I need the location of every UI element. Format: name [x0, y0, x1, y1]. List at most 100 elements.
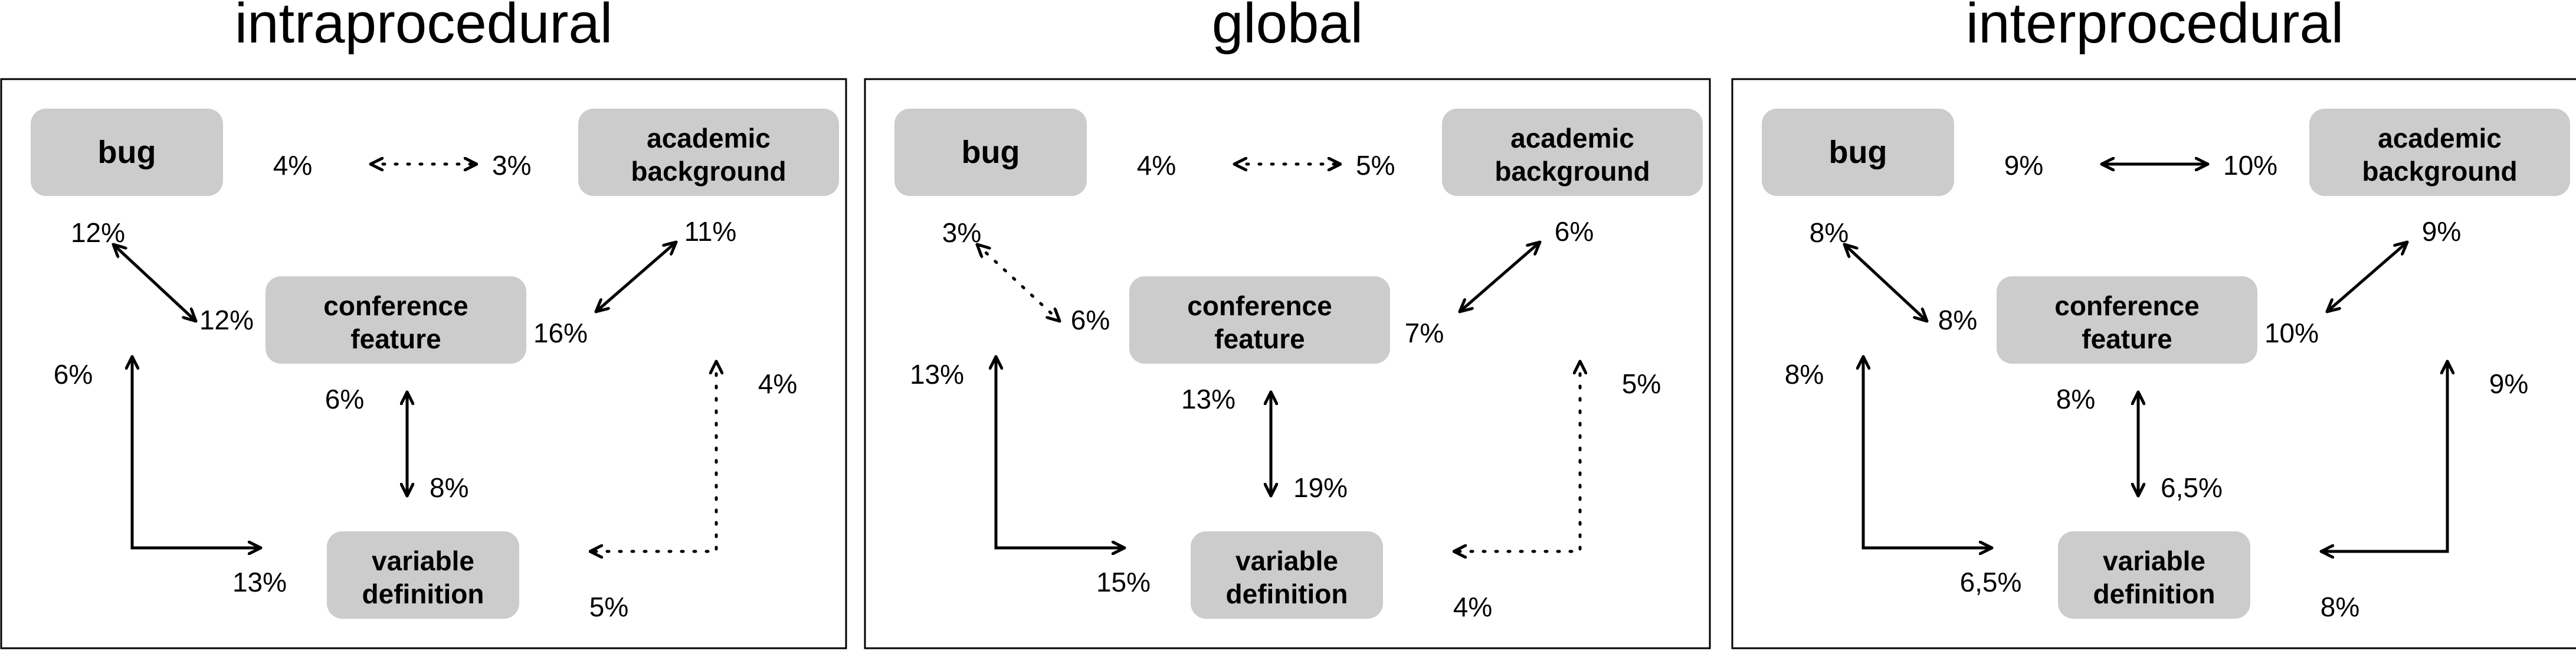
node-bug-box [31, 109, 223, 196]
pct-academic-variable-acad: 9% [2489, 368, 2528, 399]
node-conference-feature-box [1129, 276, 1390, 364]
pct-academic-conference-conf: 10% [2264, 318, 2319, 348]
pct-academic-variable-var: 5% [589, 592, 628, 622]
node-academic-background-box [2309, 109, 2570, 196]
pct-bug-conference-bug: 3% [942, 217, 981, 248]
node-academic-background-box [578, 109, 839, 196]
arrow-academic-variable [2319, 360, 2447, 551]
arrow-academic-variable [588, 360, 716, 551]
pct-bug-academic-left: 4% [1137, 150, 1176, 181]
node-conference-feature-label-line1: conference [1187, 290, 1332, 321]
panel-title: interprocedural [1966, 0, 2344, 55]
pct-bug-academic-right: 10% [2223, 150, 2277, 181]
pct-bug-variable-var: 6,5% [1960, 567, 2022, 597]
node-bug-label: bug [962, 135, 1020, 170]
pct-conference-variable-conf: 8% [2056, 384, 2095, 414]
arrow-bug-variable [132, 355, 263, 548]
pct-bug-variable-bug: 8% [1785, 359, 1824, 390]
node-conference-feature-box [1997, 276, 2257, 364]
pct-bug-academic-left: 4% [273, 150, 312, 181]
node-academic-background-label-line2: background [1495, 156, 1650, 187]
node-conference-feature-box [266, 276, 526, 364]
pct-academic-variable-var: 4% [1453, 592, 1492, 622]
pct-conference-variable-conf: 13% [1181, 384, 1235, 414]
arrow-academic-conference [1458, 240, 1542, 313]
panel-title: global [1212, 0, 1363, 55]
pct-bug-variable-bug: 6% [54, 359, 93, 390]
pct-bug-academic-right: 3% [492, 150, 531, 181]
arrow-academic-conference [2325, 240, 2409, 313]
node-academic-background-label-line2: background [631, 156, 786, 187]
node-bug-label: bug [98, 135, 156, 170]
pct-academic-variable-acad: 4% [758, 368, 797, 399]
arrow-bug-conference [975, 243, 1061, 323]
node-academic-background-label-line1: academic [1510, 123, 1634, 153]
panel-frame [1731, 78, 2576, 649]
node-academic-background-label-line1: academic [2378, 123, 2502, 153]
node-variable-definition-label-line1: variable [1235, 546, 1338, 576]
node-variable-definition-label-line2: definition [1226, 579, 1348, 609]
node-bug: bug [1762, 109, 1954, 196]
panel-frame [0, 78, 847, 649]
pct-academic-conference-acad: 9% [2422, 216, 2461, 247]
pct-academic-conference-conf: 16% [533, 318, 588, 348]
pct-conference-variable-var: 19% [1293, 472, 1348, 503]
pct-bug-conference-bug: 12% [71, 217, 125, 248]
pct-bug-variable-var: 13% [232, 567, 287, 597]
panel-frame [864, 78, 1711, 649]
node-bug: bug [894, 109, 1087, 196]
node-conference-feature-label-line2: feature [350, 324, 441, 354]
pct-bug-variable-bug: 13% [910, 359, 964, 390]
pct-academic-conference-acad: 11% [684, 216, 737, 247]
arrow-bug-conference [112, 243, 198, 323]
node-conference-feature-label-line2: feature [1214, 324, 1305, 354]
arrow-academic-conference [594, 240, 678, 313]
node-variable-definition-label-line2: definition [2093, 579, 2216, 609]
node-conference-feature-label-line1: conference [2054, 290, 2199, 321]
node-variable-definition-box [327, 531, 519, 619]
node-bug-box [1762, 109, 1954, 196]
arrow-bug-conference [1843, 243, 1929, 323]
pct-academic-variable-acad: 5% [1622, 368, 1661, 399]
pct-bug-conference-conf: 12% [199, 305, 254, 335]
panel-title: intraprocedural [235, 0, 612, 55]
pct-bug-academic-left: 9% [2004, 150, 2043, 181]
pct-bug-conference-bug: 8% [1810, 217, 1849, 248]
pct-bug-variable-var: 15% [1096, 567, 1151, 597]
arrow-bug-variable [996, 355, 1126, 548]
pct-bug-academic-right: 5% [1356, 150, 1395, 181]
node-bug-box [894, 109, 1087, 196]
arrow-bug-variable [1863, 355, 1994, 548]
pct-conference-variable-var: 8% [430, 472, 468, 503]
pct-academic-conference-conf: 7% [1405, 318, 1444, 348]
pct-academic-variable-var: 8% [2321, 592, 2359, 622]
node-variable-definition-box [1191, 531, 1383, 619]
pct-academic-conference-acad: 6% [1555, 216, 1594, 247]
node-conference-feature-label-line2: feature [2082, 324, 2172, 354]
pct-bug-conference-conf: 8% [1938, 305, 1977, 335]
node-academic-background-label-line2: background [2362, 156, 2517, 187]
node-bug: bug [31, 109, 223, 196]
node-academic-background-box [1442, 109, 1703, 196]
pct-conference-variable-var: 6,5% [2161, 472, 2223, 503]
node-variable-definition-label-line1: variable [2103, 546, 2205, 576]
node-variable-definition-label-line2: definition [362, 579, 484, 609]
node-bug-label: bug [1829, 135, 1887, 170]
node-variable-definition-label-line1: variable [372, 546, 474, 576]
node-academic-background-label-line1: academic [647, 123, 771, 153]
pct-conference-variable-conf: 6% [325, 384, 364, 414]
pct-bug-conference-conf: 6% [1071, 305, 1110, 335]
